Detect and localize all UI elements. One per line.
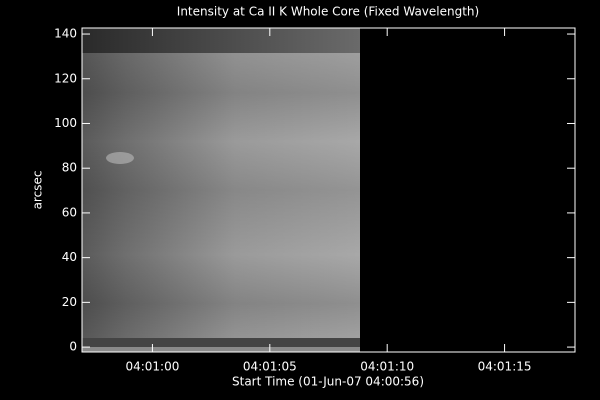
y-tick-label: 80 <box>62 161 77 175</box>
intensity-image <box>82 28 360 352</box>
y-tick-label: 0 <box>69 340 77 354</box>
plot-frame <box>81 27 576 353</box>
y-tick-label: 40 <box>62 250 77 264</box>
x-tick-label: 04:01:05 <box>243 360 297 374</box>
x-tick-label: 04:01:00 <box>125 360 179 374</box>
y-tick-label: 20 <box>62 295 77 309</box>
y-tick-label: 60 <box>62 205 77 219</box>
chart-title: Intensity at Ca II K Whole Core (Fixed W… <box>177 5 479 19</box>
x-axis-label: Start Time (01-Jun-07 04:00:56) <box>232 375 424 389</box>
y-tick-label: 120 <box>54 71 77 85</box>
y-tick-label: 140 <box>54 27 77 41</box>
x-tick-label: 04:01:15 <box>478 360 532 374</box>
y-tick-label: 100 <box>54 116 77 130</box>
x-tick-label: 04:01:10 <box>360 360 414 374</box>
y-axis-label: arcsec <box>31 171 45 210</box>
